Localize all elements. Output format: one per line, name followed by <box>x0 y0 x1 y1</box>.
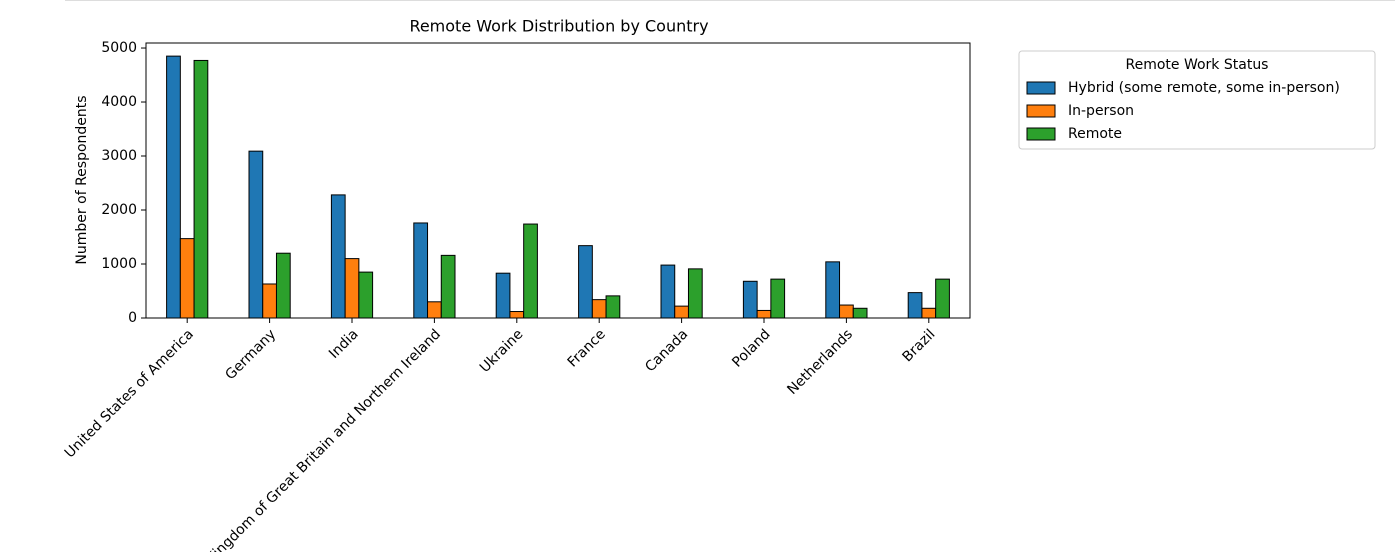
plot-frame <box>145 42 971 319</box>
bar <box>687 268 703 319</box>
bar <box>495 272 511 319</box>
bar <box>742 280 758 319</box>
x-tick-label: India <box>326 326 362 362</box>
y-tick-label: 2000 <box>101 202 137 218</box>
bar <box>358 271 374 319</box>
x-tick-label: Poland <box>729 326 773 370</box>
bar <box>330 194 346 319</box>
x-tick-label: France <box>565 326 609 370</box>
bar <box>756 309 772 319</box>
bar <box>852 307 868 319</box>
bar <box>578 245 593 319</box>
bar <box>193 59 209 319</box>
legend-swatch <box>1026 104 1056 118</box>
legend-swatch <box>1026 127 1056 141</box>
legend-label: Remote <box>1068 126 1122 142</box>
bar <box>770 278 786 319</box>
divider <box>65 0 1395 1</box>
bar <box>605 295 621 319</box>
bar <box>248 150 264 319</box>
x-tick-label: United Kingdom of Great Britain and Nort… <box>168 326 444 552</box>
x-tick-label: Germany <box>222 326 279 383</box>
legend-title: Remote Work Status <box>1126 57 1269 73</box>
legend-label: In-person <box>1068 103 1134 119</box>
y-tick-label: 5000 <box>101 40 137 56</box>
bar <box>179 238 195 319</box>
bar <box>523 223 538 319</box>
y-tick-label: 3000 <box>101 148 137 164</box>
bar <box>427 301 442 319</box>
bar <box>907 292 923 319</box>
bar <box>825 261 841 319</box>
x-tick-label: Brazil <box>900 326 939 365</box>
y-tick-label: 0 <box>128 310 137 326</box>
y-tick-label: 4000 <box>101 94 137 110</box>
bar <box>440 254 456 319</box>
bar <box>935 278 950 319</box>
bar <box>660 264 676 319</box>
y-tick-label: 1000 <box>101 256 137 272</box>
x-tick-label: Ukraine <box>477 326 527 376</box>
bar <box>839 304 854 319</box>
bar <box>344 258 360 319</box>
bar <box>413 222 429 319</box>
legend-box <box>1018 50 1376 150</box>
chart-title: Remote Work Distribution by Country <box>409 17 708 36</box>
bar <box>921 307 937 319</box>
bar <box>166 55 181 319</box>
y-axis-label: Number of Respondents <box>74 95 90 264</box>
bar <box>262 283 277 319</box>
legend-label: Hybrid (some remote, some in-person) <box>1068 80 1340 96</box>
bar <box>674 305 689 319</box>
bar <box>275 252 291 319</box>
bar <box>509 311 525 319</box>
legend-swatch <box>1026 81 1056 95</box>
x-tick-label: Canada <box>642 326 691 375</box>
bar <box>591 299 607 319</box>
x-tick-label: Netherlands <box>784 326 856 398</box>
x-tick-label: United States of America <box>62 326 197 461</box>
